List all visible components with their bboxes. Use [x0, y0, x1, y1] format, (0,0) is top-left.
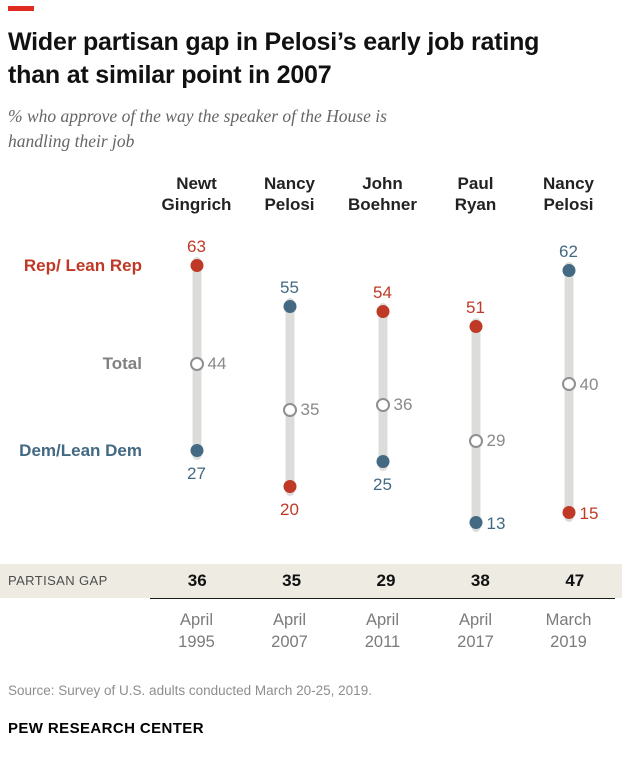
date-label-1: April 2007 [271, 610, 308, 651]
legend-label-total: Total [102, 353, 142, 373]
total-dot [375, 397, 390, 412]
dumbbell-bar-2 [378, 303, 387, 471]
dumbbell-bar-3 [471, 318, 480, 533]
partisan-gap-label: PARTISAN GAP [8, 573, 108, 588]
date-label-4: March 2019 [545, 610, 592, 651]
plot-column-3: 51 29 13 [429, 230, 522, 560]
speaker-label-0: Newt Gingrich [161, 174, 232, 215]
x-axis-line [150, 597, 615, 599]
speaker-label-3: Paul Ryan [454, 174, 497, 215]
brand-footer: PEW RESEARCH CENTER [8, 720, 204, 738]
total-value-label: 29 [486, 431, 506, 451]
date-label-3: April 2017 [457, 610, 494, 651]
rep-value-label: 63 [187, 236, 206, 256]
gap-value-0: 36 [187, 570, 207, 590]
rep-value-label: 20 [280, 500, 299, 520]
rep-dot [376, 305, 389, 318]
rep-value-label: 51 [466, 298, 485, 318]
total-value-label: 44 [207, 354, 227, 374]
rep-dot [562, 506, 575, 520]
dem-dot [283, 299, 296, 313]
brand-accent-bar [8, 6, 34, 11]
dem-dot [376, 454, 389, 468]
total-dot [282, 402, 297, 417]
plot-column-0: 63 44 27 [150, 230, 243, 560]
total-dot [468, 433, 483, 448]
dem-value-label: 13 [486, 513, 506, 533]
total-value-label: 36 [393, 395, 413, 415]
page-title: Wider partisan gap in Pelosi’s early job… [8, 28, 540, 89]
legend-label-dem: Dem/Lean Dem [19, 441, 142, 461]
plot-column-2: 54 36 25 [336, 230, 429, 560]
dem-dot [469, 516, 482, 530]
rep-value-label: 15 [579, 503, 599, 523]
speaker-label-1: Nancy Pelosi [263, 174, 316, 215]
rep-dot [190, 258, 203, 272]
total-value-label: 40 [579, 374, 599, 394]
legend-gutter: Rep/ Lean Rep Total Dem/Lean Dem [8, 230, 150, 560]
dem-dot [190, 444, 203, 458]
source-note: Source: Survey of U.S. adults conducted … [8, 683, 372, 699]
page: Wider partisan gap in Pelosi’s early job… [0, 6, 622, 738]
speaker-label-4: Nancy Pelosi [542, 174, 595, 215]
dem-value-label: 55 [280, 277, 299, 297]
legend-label-rep: Rep/ Lean Rep [23, 255, 142, 275]
dem-value-label: 27 [187, 464, 206, 484]
speaker-header-row: Newt Gingrich Nancy Pelosi John Boehner Pau… [8, 173, 615, 230]
speaker-label-2: John Boehner [348, 174, 417, 215]
rep-value-label: 54 [373, 283, 392, 302]
gap-value-3: 38 [470, 570, 490, 590]
plot-column-4: 62 40 15 [522, 230, 615, 560]
rep-dot [469, 320, 482, 334]
dumbbell-bar-4 [564, 261, 573, 523]
total-dot [189, 356, 204, 371]
gap-value-4: 47 [565, 570, 585, 590]
partisan-gap-row: PARTISAN GAP 36 35 29 38 47 [0, 563, 622, 598]
date-row: April 1995 April 2007 April 2011 April 2017… [8, 599, 615, 654]
plot-row: Rep/ Lean Rep Total Dem/Lean Dem 63 44 27 55 3… [8, 230, 615, 560]
plot-column-1: 55 35 20 [243, 230, 336, 560]
total-value-label: 35 [300, 400, 320, 420]
dem-value-label: 62 [559, 241, 578, 261]
gap-value-1: 35 [282, 570, 302, 590]
chart-subtitle: % who approve of the way the speaker of … [8, 106, 387, 151]
gap-value-2: 29 [376, 570, 396, 590]
speaker-row-gutter [8, 173, 150, 216]
dem-dot [562, 263, 575, 277]
dumbbell-bar-1 [285, 297, 294, 497]
rep-dot [283, 480, 296, 494]
date-label-0: April 1995 [178, 610, 215, 651]
dem-value-label: 25 [373, 474, 392, 494]
total-dot [561, 377, 576, 392]
date-row-gutter [8, 609, 150, 654]
date-label-2: April 2011 [364, 610, 401, 651]
dumbbell-chart: Newt Gingrich Nancy Pelosi John Boehner Pau… [0, 173, 622, 654]
